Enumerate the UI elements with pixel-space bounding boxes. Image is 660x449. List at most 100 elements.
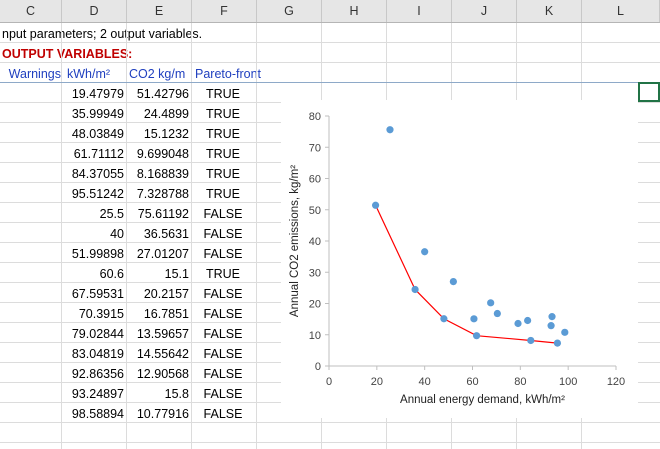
cell-d-13[interactable]: 79.02844 — [71, 327, 124, 341]
cell-d-14[interactable]: 83.04819 — [71, 347, 124, 361]
column-header-h[interactable]: H — [322, 0, 387, 22]
cell-e-11[interactable]: 20.2157 — [143, 287, 189, 301]
column-header-f[interactable]: F — [192, 0, 257, 22]
cell-f-2[interactable]: TRUE — [205, 107, 241, 121]
cell-f-1[interactable]: TRUE — [205, 87, 241, 101]
grid-column-line — [256, 23, 257, 449]
grid-row-line — [0, 82, 660, 83]
column-header-d[interactable]: D — [62, 0, 127, 22]
cell-f-13[interactable]: FALSE — [203, 327, 243, 341]
data-point — [386, 126, 394, 134]
info-text-cell[interactable]: nput parameters; 2 output variables. — [2, 27, 203, 41]
cell-d-12[interactable]: 70.3915 — [78, 307, 124, 321]
cell-f-4[interactable]: TRUE — [205, 147, 241, 161]
cell-d-17[interactable]: 98.58894 — [71, 407, 124, 421]
data-point — [548, 313, 556, 321]
cell-e-10[interactable]: 15.1 — [164, 267, 189, 281]
cell-d-4[interactable]: 61.71112 — [73, 147, 124, 161]
cell-f-14[interactable]: FALSE — [203, 347, 243, 361]
y-tick-label: 70 — [309, 142, 321, 154]
grid-column-line — [191, 23, 192, 449]
data-point — [371, 201, 380, 209]
cell-f-9[interactable]: FALSE — [203, 247, 243, 261]
cell-f-7[interactable]: FALSE — [203, 207, 243, 221]
cell-e-7[interactable]: 75.61192 — [137, 207, 189, 221]
cell-f-15[interactable]: FALSE — [203, 367, 243, 381]
cell-e-3[interactable]: 15.1232 — [143, 127, 189, 141]
cell-e-9[interactable]: 27.01207 — [136, 247, 189, 261]
cell-f-16[interactable]: FALSE — [203, 387, 243, 401]
x-tick-label: 20 — [371, 376, 383, 388]
grid-column-line — [61, 23, 62, 449]
cell-d-3[interactable]: 48.03849 — [71, 127, 124, 141]
cell-e-13[interactable]: 13.59657 — [136, 327, 189, 341]
cell-d-16[interactable]: 93.24897 — [71, 387, 124, 401]
pareto-front-line — [375, 205, 558, 344]
data-point — [527, 336, 535, 345]
y-tick-label: 0 — [315, 361, 321, 373]
cell-e-5[interactable]: 8.168839 — [136, 167, 189, 181]
y-tick-label: 40 — [309, 236, 321, 248]
column-header-g[interactable]: G — [257, 0, 322, 22]
cell-d-8[interactable]: 40 — [110, 227, 124, 241]
cell-f-17[interactable]: FALSE — [203, 407, 243, 421]
pareto-header-cell[interactable]: Pareto-front — [195, 67, 262, 81]
column-header-j[interactable]: J — [452, 0, 517, 22]
cell-d-2[interactable]: 35.99949 — [71, 107, 124, 121]
column-header-l[interactable]: L — [582, 0, 660, 22]
cell-e-14[interactable]: 14.55642 — [136, 347, 189, 361]
selected-cell[interactable] — [638, 82, 660, 102]
x-tick-label: 40 — [419, 376, 431, 388]
cell-d-15[interactable]: 92.86356 — [71, 367, 124, 381]
data-point — [553, 339, 562, 347]
cell-e-6[interactable]: 7.328788 — [136, 187, 189, 201]
data-point — [487, 299, 495, 307]
cell-e-4[interactable]: 9.699048 — [136, 147, 189, 161]
column-header-c[interactable]: C — [0, 0, 62, 22]
x-axis-label: Annual energy demand, kWh/m² — [400, 394, 565, 406]
y-tick-label: 50 — [309, 205, 321, 217]
x-tick-label: 120 — [607, 376, 625, 388]
cell-f-6[interactable]: TRUE — [205, 187, 241, 201]
cell-e-2[interactable]: 24.4899 — [143, 107, 189, 121]
kwh-header-cell[interactable]: kWh/m² — [67, 67, 111, 81]
column-header-e[interactable]: E — [127, 0, 192, 22]
x-tick-label: 80 — [514, 376, 526, 388]
y-tick-label: 80 — [309, 111, 321, 123]
cell-f-12[interactable]: FALSE — [203, 307, 243, 321]
warnings-header-cell[interactable]: Warnings — [8, 67, 61, 81]
cell-e-15[interactable]: 12.90568 — [136, 367, 189, 381]
grid-column-line — [126, 23, 127, 449]
cell-d-6[interactable]: 95.51242 — [71, 187, 124, 201]
column-header-i[interactable]: I — [387, 0, 452, 22]
cell-e-17[interactable]: 10.77916 — [136, 407, 189, 421]
y-tick-label: 20 — [309, 299, 321, 311]
y-tick-label: 60 — [309, 174, 321, 186]
data-point — [547, 322, 555, 330]
cell-f-11[interactable]: FALSE — [203, 287, 243, 301]
cell-f-8[interactable]: FALSE — [203, 227, 243, 241]
data-point — [411, 285, 419, 294]
y-tick-label: 10 — [309, 330, 321, 342]
column-header-k[interactable]: K — [517, 0, 582, 22]
output-variables-title[interactable]: OUTPUT VARIABLES: — [2, 47, 133, 61]
cell-d-1[interactable]: 19.47979 — [71, 87, 124, 101]
cell-d-9[interactable]: 51.99898 — [71, 247, 124, 261]
cell-e-8[interactable]: 36.5631 — [143, 227, 189, 241]
cell-e-16[interactable]: 15.8 — [164, 387, 189, 401]
co2-header-cell[interactable]: CO2 kg/m — [129, 67, 186, 81]
data-point — [470, 315, 478, 323]
grid-row-line — [0, 442, 660, 443]
cell-d-5[interactable]: 84.37055 — [71, 167, 124, 181]
cell-d-10[interactable]: 60.6 — [99, 267, 124, 281]
data-point — [514, 319, 522, 328]
cell-d-7[interactable]: 25.5 — [99, 207, 124, 221]
cell-e-12[interactable]: 16.7851 — [143, 307, 189, 321]
cell-f-3[interactable]: TRUE — [205, 127, 241, 141]
scatter-chart[interactable]: 0 10 20 30 40 50 60 70 80 0 20 40 60 80 100 120 Annual e… — [281, 100, 638, 418]
cell-f-10[interactable]: TRUE — [205, 267, 241, 281]
cell-d-11[interactable]: 67.59531 — [71, 287, 124, 301]
cell-e-1[interactable]: 51.42796 — [136, 87, 189, 101]
x-tick-label: 0 — [326, 376, 332, 388]
cell-f-5[interactable]: TRUE — [205, 167, 241, 181]
